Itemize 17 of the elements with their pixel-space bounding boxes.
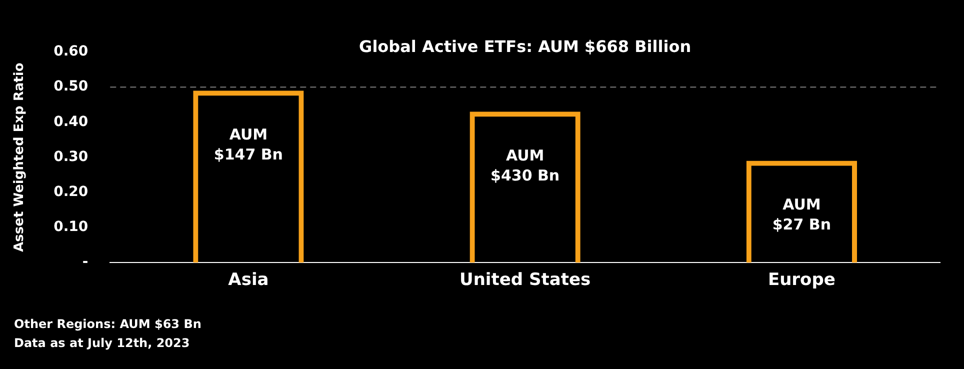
y-tick-label: 0.10 (54, 219, 88, 236)
y-tick-label: 0.30 (54, 148, 88, 165)
chart-title: Global Active ETFs: AUM $668 Billion (359, 37, 692, 56)
y-tick-label: 0.50 (54, 78, 88, 95)
annotation: AUM $147 Bn (214, 126, 283, 164)
x-tick-label: United States (460, 270, 591, 290)
y-tick-label: - (82, 254, 88, 270)
text: Other Regions: AUM $63 Bn (14, 317, 202, 332)
annotation: AUM $27 Bn (772, 196, 832, 234)
annotation: AUM $430 Bn (490, 146, 560, 185)
x-tick-label: Europe (768, 270, 836, 290)
y-axis-title: Asset Weighted Exp Ratio (12, 62, 28, 252)
y-tick-label: 0.40 (54, 114, 88, 130)
y-tick-label: 0.20 (54, 184, 88, 200)
y-tick-label: 0.60 (54, 44, 88, 60)
text: Data as at July 12th, 2023 (14, 336, 190, 350)
x-tick-label: Asia (228, 270, 269, 290)
